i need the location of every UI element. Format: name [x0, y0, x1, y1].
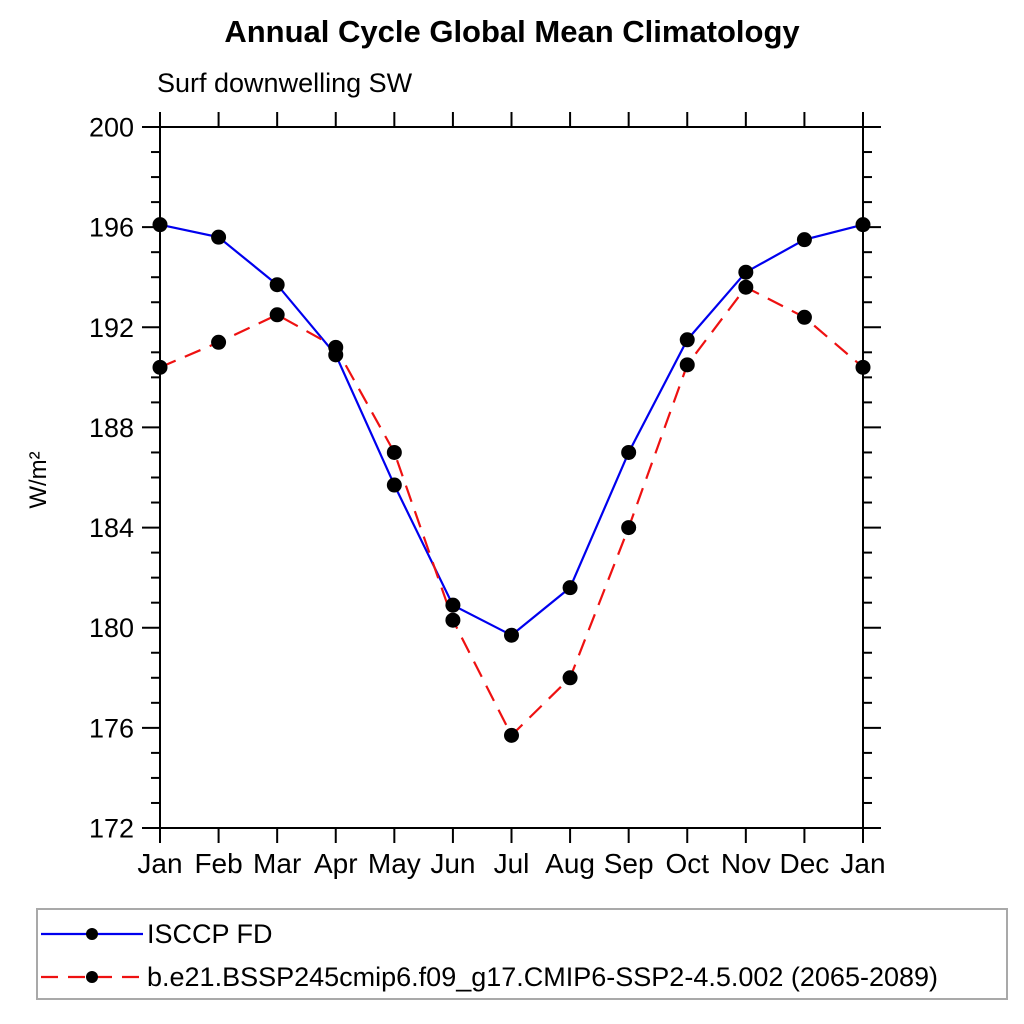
y-axis-tick-label: 184: [89, 513, 134, 543]
data-point-marker-s0: [679, 332, 695, 348]
data-point-marker-s1: [621, 520, 637, 536]
data-point-marker-s1: [328, 339, 344, 355]
legend-item-1: b.e21.BSSP245cmip6.f09_g17.CMIP6-SSP2-4.…: [40, 959, 938, 995]
legend-line-sample: [41, 928, 143, 940]
x-axis-tick-label: Feb: [194, 848, 242, 879]
y-axis-tick-label: 196: [89, 213, 134, 243]
legend-item-0: ISCCP FD: [40, 916, 273, 952]
data-point-marker-s0: [855, 217, 871, 233]
data-point-marker-s1: [269, 307, 285, 323]
data-point-marker-s0: [386, 477, 402, 493]
annual-cycle-chart: 172 176 180 184 188 192 196 200 Jan Feb Mar Apr May J…: [25, 112, 886, 879]
data-point-marker-s0: [269, 277, 285, 293]
series-line-1: [159, 285, 864, 738]
data-point-marker-s0: [621, 444, 637, 460]
data-point-marker-s0: [738, 264, 754, 280]
series-line-0: [159, 223, 864, 637]
data-point-marker-s0: [211, 229, 227, 245]
legend-line-sample: [41, 971, 143, 983]
data-point-marker-s1: [211, 334, 227, 350]
y-axis-label: W/m²: [25, 451, 52, 508]
x-axis-tick-label: May: [368, 848, 421, 879]
data-point-marker-s1: [796, 309, 812, 325]
y-axis-tick-label: 176: [89, 713, 134, 743]
data-point-marker-s1: [445, 612, 461, 628]
x-axis-tick-label: Mar: [253, 848, 301, 879]
x-axis-tick-label: Sep: [604, 848, 654, 879]
legend-label: b.e21.BSSP245cmip6.f09_g17.CMIP6-SSP2-4.…: [147, 961, 939, 992]
x-axis-tick-label: Jul: [494, 848, 530, 879]
y-axis-tick-label: 200: [89, 113, 134, 143]
data-point-marker-s1: [504, 727, 519, 743]
data-point-marker-s1: [738, 279, 754, 295]
chart-subtitle: Surf downwelling SW: [157, 68, 413, 98]
data-point-marker-s0: [445, 597, 461, 613]
data-point-marker-s1: [152, 359, 168, 375]
y-axis-tick-label: 180: [89, 613, 134, 643]
data-point-marker-s0: [796, 232, 812, 248]
data-point-marker-s1: [562, 670, 578, 686]
x-axis-tick-label: Dec: [780, 848, 830, 879]
data-point-marker-s0: [152, 217, 168, 233]
x-axis-tick-label: Aug: [545, 848, 595, 879]
y-axis-tick-label: 188: [89, 413, 134, 443]
data-point-marker-s1: [386, 444, 402, 460]
x-axis-tick-label: Oct: [665, 848, 709, 879]
legend-label: ISCCP FD: [147, 918, 273, 949]
data-point-marker-s1: [855, 359, 871, 375]
data-point-marker-s0: [504, 627, 519, 643]
legend-marker-icon: [86, 928, 98, 940]
data-point-marker-s0: [562, 580, 578, 596]
x-axis-tick-label: Jun: [430, 848, 475, 879]
x-axis-tick-label: Jan: [840, 848, 885, 879]
x-axis-tick-label: Nov: [721, 848, 771, 879]
y-axis-tick-label: 192: [89, 313, 134, 343]
chart-title: Annual Cycle Global Mean Climatology: [224, 14, 800, 49]
x-axis-tick-label: Apr: [314, 848, 358, 879]
data-point-marker-s1: [679, 357, 695, 373]
legend-marker-icon: [86, 971, 98, 983]
legend-box: ISCCP FD b.e21.BSSP245cmip6.f09_g17.CMIP6…: [36, 908, 1008, 1000]
x-axis-tick-label: Jan: [137, 848, 182, 879]
y-axis-tick-label: 172: [89, 814, 134, 844]
